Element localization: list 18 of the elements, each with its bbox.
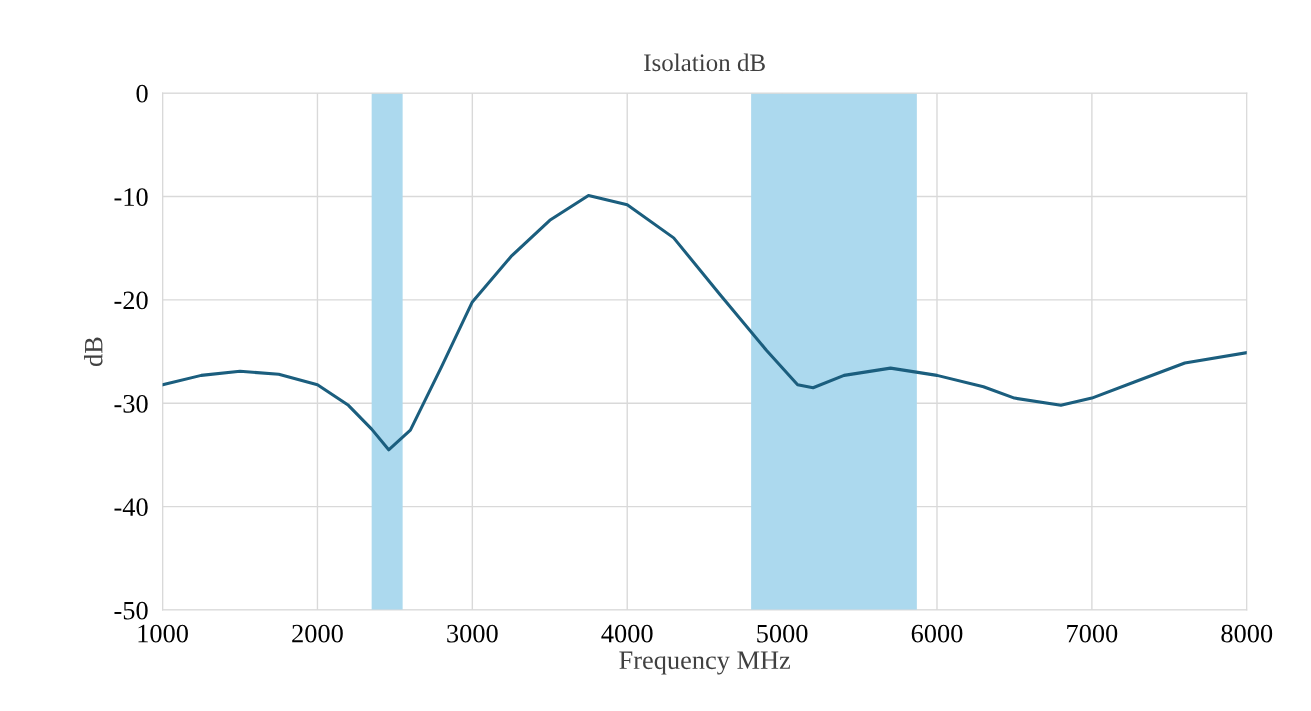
x-tick-label: 8000 — [1221, 624, 1273, 643]
x-tick-label: 7000 — [1067, 624, 1118, 643]
x-tick-label: 4000 — [601, 624, 653, 643]
x-tick-label: 2000 — [292, 624, 343, 643]
x-axis-title: Frequency MHz — [619, 651, 791, 675]
y-tick-label: -20 — [114, 291, 148, 310]
y-tick-label: 0 — [136, 84, 148, 103]
y-tick-label: -50 — [114, 601, 148, 620]
x-tick-label: 3000 — [447, 624, 498, 643]
y-tick-label: -40 — [114, 498, 148, 517]
y-tick-label: -30 — [114, 394, 148, 413]
line-series — [162, 193, 1247, 452]
y-tick-label: -10 — [114, 188, 148, 206]
y-axis-title: dB — [84, 337, 103, 367]
x-tick-label: 1000 — [138, 624, 188, 643]
x-tick-label: 6000 — [911, 624, 963, 643]
x-tick-label: 5000 — [757, 624, 808, 643]
chart-title: Isolation dB — [644, 53, 765, 72]
